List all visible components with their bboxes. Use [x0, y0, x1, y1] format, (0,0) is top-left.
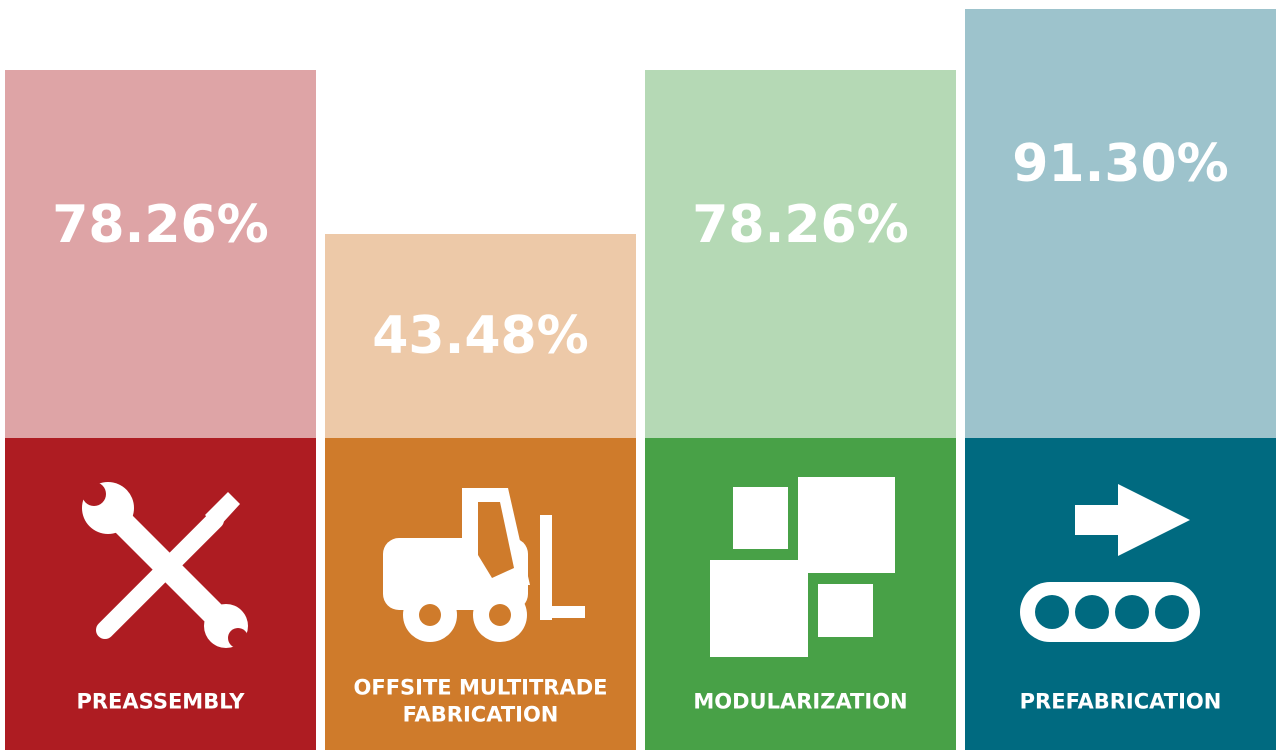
value-label: 43.48% — [372, 305, 589, 366]
panel — [5, 438, 316, 750]
category-label: MODULARIZATION — [693, 689, 908, 714]
bar — [965, 8, 1276, 438]
value-label: 91.30% — [1012, 133, 1229, 194]
category-label: PREASSEMBLY — [76, 689, 245, 714]
tools-icon — [82, 482, 248, 648]
forklift-icon — [383, 488, 585, 642]
bar — [325, 233, 636, 438]
category-label: PREFABRICATION — [1019, 689, 1222, 714]
bar — [645, 70, 956, 438]
value-label: 78.26% — [692, 195, 909, 256]
category-label: OFFSITE MULTITRADE FABRICATION — [353, 675, 608, 727]
bar — [5, 70, 316, 438]
modules-icon — [710, 477, 895, 657]
conveyor-icon — [1020, 484, 1200, 642]
value-label: 78.26% — [52, 195, 269, 256]
